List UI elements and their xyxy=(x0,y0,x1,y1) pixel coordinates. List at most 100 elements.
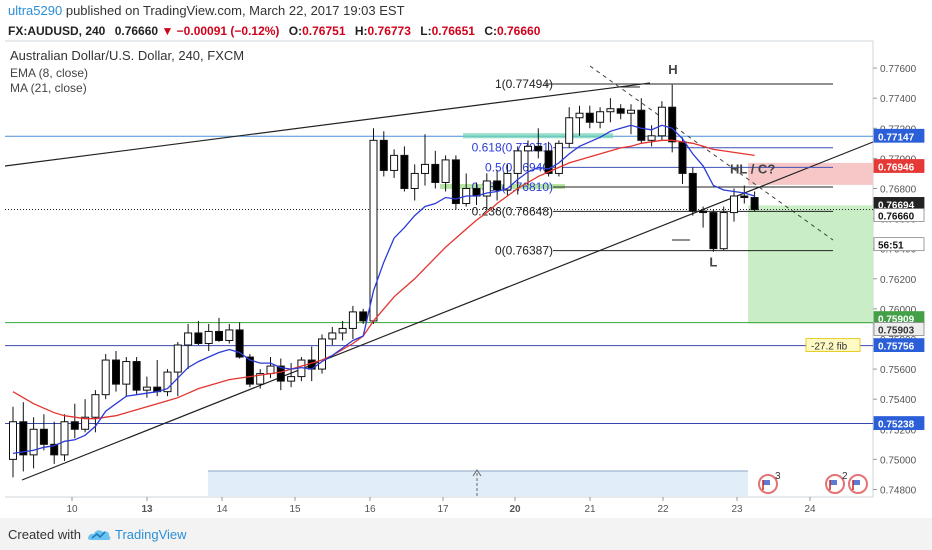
scroll-arrow-icon[interactable] xyxy=(472,469,482,496)
event-count-2: 2 xyxy=(842,471,848,482)
candle-body-up xyxy=(29,428,38,456)
candle-body-up xyxy=(554,142,563,174)
candle-body-down xyxy=(637,109,646,141)
x-tick-label: 16 xyxy=(364,504,376,515)
price-chart[interactable]: 1(0.77494)0.618(0.77071)0.5(0.76940)0.38… xyxy=(0,0,932,518)
fib-extension-label-box[interactable] xyxy=(805,338,861,353)
x-tick-label: 17 xyxy=(437,504,449,515)
candle-body-down xyxy=(215,330,223,341)
candle-body-down xyxy=(451,159,460,205)
price-axis[interactable]: 0.776000.774000.772000.770000.768000.766… xyxy=(805,64,925,496)
footer-bar: Created with TradingView xyxy=(0,518,932,550)
annotation-label: H xyxy=(668,62,677,77)
ema-legend[interactable]: EMA (8, close) xyxy=(10,66,88,80)
timeframe-selection-band[interactable] xyxy=(208,471,748,496)
y-tick-label: 0.75600 xyxy=(880,365,917,376)
flag-event-icon[interactable]: 3 xyxy=(758,471,781,494)
candle-body-up xyxy=(142,386,151,391)
low-value: 0.76651 xyxy=(431,24,475,38)
open-value: 0.76751 xyxy=(302,24,346,38)
publish-info: ultra5290 published on TradingView.com, … xyxy=(8,3,405,18)
price-label-box[interactable] xyxy=(873,322,925,336)
flag-event-icon[interactable] xyxy=(848,474,868,494)
candle-body-down xyxy=(235,329,244,358)
price-label-box[interactable] xyxy=(873,159,925,173)
symbol-label: FX:AUDUSD, 240 xyxy=(8,24,106,38)
fib-level-label: 0.382(0.76810) xyxy=(472,180,553,194)
candle-body-up xyxy=(225,329,234,341)
y-tick-label: 0.75200 xyxy=(880,425,917,436)
support-zone-lower[interactable] xyxy=(440,183,565,189)
candle-body-up xyxy=(647,135,656,141)
candle-body-up xyxy=(503,172,512,191)
candle-series xyxy=(9,84,759,478)
candle-body-up xyxy=(348,311,357,329)
profit-target-zone[interactable] xyxy=(748,205,873,324)
price-label-box[interactable] xyxy=(873,338,925,353)
candle-body-down xyxy=(359,311,368,322)
moving-averages xyxy=(12,124,755,455)
candle-body-up xyxy=(390,154,399,171)
candle-body-up xyxy=(184,332,193,346)
tradingview-logo-icon[interactable] xyxy=(86,526,112,542)
candle-body-up xyxy=(730,195,738,214)
candle-body-down xyxy=(39,428,48,445)
x-tick-label: 22 xyxy=(657,504,669,515)
price-label-text: 0.75238 xyxy=(878,420,915,431)
candle-body-up xyxy=(256,373,265,385)
y-tick-label: 0.75400 xyxy=(880,395,917,406)
time-axis[interactable]: 10 13 14 15 16 17 20 21 22 23 24 xyxy=(66,497,816,515)
change-arrow-icon: ▼ xyxy=(161,24,174,38)
ma-21-line[interactable] xyxy=(12,139,755,420)
candle-body-up xyxy=(606,108,615,113)
created-with-text: Created with xyxy=(8,527,81,542)
fib-level-label: 0.618(0.77071) xyxy=(472,141,553,155)
candle-body-down xyxy=(750,197,759,211)
candle-body-down xyxy=(709,212,718,250)
fib-level-label: 0(0.76387) xyxy=(495,244,553,258)
candle-body-up xyxy=(421,163,429,174)
candle-body-up xyxy=(328,332,337,340)
y-tick-label: 0.76800 xyxy=(880,184,917,195)
candle-body-up xyxy=(91,394,100,418)
candle-body-up xyxy=(338,327,347,334)
candle-body-down xyxy=(112,359,120,385)
price-label-box[interactable] xyxy=(873,128,925,143)
ema-8-line[interactable] xyxy=(12,124,755,455)
trendlines xyxy=(4,65,874,481)
publish-text: published on TradingView.com, March 22, … xyxy=(65,3,405,18)
candle-body-down xyxy=(678,141,687,174)
annotations: H L HL / C? xyxy=(620,62,775,270)
close-value: 0.76660 xyxy=(496,24,541,38)
x-tick-label: 20 xyxy=(509,504,521,515)
price-label-box[interactable] xyxy=(873,237,925,252)
upper-trendline[interactable] xyxy=(4,82,651,167)
author-link[interactable]: ultra5290 xyxy=(8,3,63,18)
candle-body-up xyxy=(173,344,182,373)
annotation-label: HL / C? xyxy=(730,161,775,176)
candle-body-up xyxy=(410,172,419,189)
candle-body-up xyxy=(60,421,69,456)
close-label: C: xyxy=(484,24,497,38)
candle-body-up xyxy=(369,139,378,322)
tradingview-brand-link[interactable]: TradingView xyxy=(115,527,187,542)
candle-body-up xyxy=(266,365,275,375)
candle-body-up xyxy=(122,361,131,385)
price-label-text: 0.76694 xyxy=(878,200,915,211)
price-label-text: 0.77147 xyxy=(878,132,915,143)
price-label-box[interactable] xyxy=(873,208,925,222)
event-count-1: 3 xyxy=(775,471,781,482)
ma-legend[interactable]: MA (21, close) xyxy=(10,81,87,95)
x-tick-label: 15 xyxy=(289,504,301,515)
x-tick-label: 14 xyxy=(216,504,228,515)
candle-body-up xyxy=(627,109,635,114)
high-value: 0.76773 xyxy=(367,24,411,38)
candle-body-up xyxy=(657,106,666,137)
last-price: 0.76660 xyxy=(114,24,159,38)
y-tick-label: 0.76200 xyxy=(880,275,917,286)
symbol-info-bar: FX:AUDUSD, 240 0.76660 ▼ −0.00091 (−0.12… xyxy=(8,24,540,38)
flag-event-icon[interactable]: 2 xyxy=(825,471,848,494)
price-label-text: 0.76946 xyxy=(878,163,915,174)
price-label-box[interactable] xyxy=(873,416,925,430)
candle-body-down xyxy=(276,365,285,382)
